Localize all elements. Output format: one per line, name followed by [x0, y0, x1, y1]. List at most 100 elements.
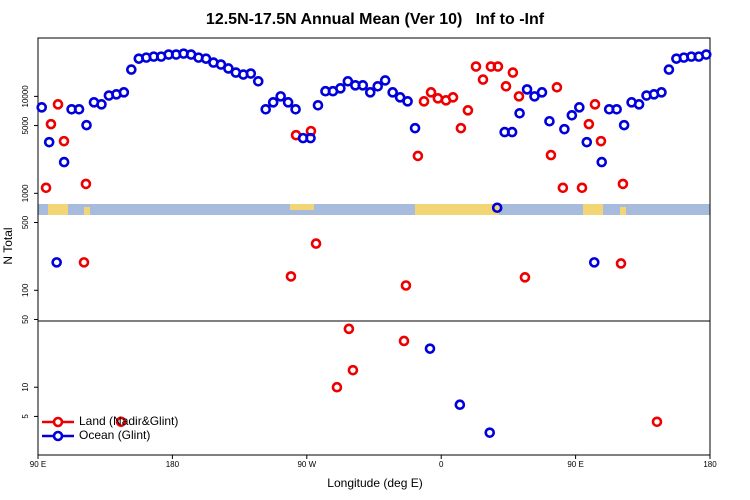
point [588, 257, 600, 268]
point [581, 136, 593, 148]
point [513, 91, 525, 102]
y-tick-label: 5000 [21, 116, 30, 134]
point [115, 416, 127, 428]
point [617, 178, 629, 190]
y-tick-label: 100 [21, 283, 30, 297]
point [595, 135, 607, 147]
point [80, 178, 92, 190]
x-axis-label: Longitude (deg E) [327, 476, 422, 490]
point [447, 92, 459, 103]
point [557, 182, 569, 194]
point [347, 364, 359, 376]
point [51, 257, 62, 268]
point [331, 381, 343, 393]
point [335, 83, 346, 94]
point [96, 99, 107, 110]
y-tick-label: 5 [21, 414, 30, 419]
point [507, 67, 519, 78]
point [455, 122, 467, 134]
point [596, 156, 608, 168]
point [58, 135, 70, 147]
legend-marker [52, 416, 64, 428]
point [43, 136, 55, 148]
x-tick-label: 0 [439, 460, 444, 469]
y-tick-label: 10 [21, 382, 30, 391]
point [282, 97, 294, 108]
point [52, 99, 64, 110]
legend-marker [52, 430, 64, 442]
point [409, 122, 421, 134]
point [576, 182, 588, 194]
point [245, 68, 257, 79]
point [424, 343, 436, 354]
point [545, 149, 557, 161]
point [611, 103, 622, 115]
point [477, 74, 489, 85]
point [618, 119, 630, 131]
point [342, 76, 354, 87]
point [260, 103, 272, 115]
y-tick-label: 50 [21, 314, 30, 323]
point [500, 81, 512, 92]
point [700, 49, 712, 60]
plot-frame [37, 37, 711, 456]
point [312, 99, 324, 111]
point [559, 123, 570, 135]
y-tick-label: 1000 [21, 184, 30, 202]
point [252, 76, 264, 87]
y-tick-label: 10000 [21, 85, 30, 108]
x-tick-label: 90 E [30, 460, 46, 469]
point [529, 91, 540, 102]
point [551, 82, 563, 93]
point [40, 182, 52, 194]
x-tick-label: 90 W [297, 460, 316, 469]
point [402, 96, 413, 107]
point [343, 323, 355, 335]
chart-title: 12.5N-17.5N Annual Mean (Ver 10) Inf to … [206, 11, 545, 28]
x-tick-label: 90 E [567, 460, 583, 469]
point [73, 103, 85, 115]
point [275, 91, 286, 102]
point [470, 61, 482, 72]
point [310, 238, 322, 249]
point [656, 87, 667, 98]
point [364, 87, 376, 98]
point [566, 109, 578, 121]
point [432, 93, 444, 104]
y-tick-label: 500 [21, 215, 30, 229]
point [544, 115, 555, 127]
point [223, 63, 234, 74]
x-tick-label: 180 [703, 460, 717, 469]
point [521, 84, 533, 95]
point [454, 399, 466, 411]
point [357, 80, 369, 91]
point [425, 87, 437, 98]
point [398, 335, 410, 347]
point [400, 280, 412, 291]
point [491, 202, 503, 214]
point [506, 126, 518, 138]
legend-label: Land (Nadir&Glint) [79, 414, 178, 428]
point [379, 75, 391, 86]
point [45, 118, 57, 130]
point [615, 258, 627, 269]
point [514, 107, 525, 119]
point [663, 64, 675, 75]
point [372, 81, 384, 92]
point [126, 64, 137, 75]
point [290, 103, 301, 115]
point [36, 102, 48, 113]
point [462, 105, 474, 116]
point [387, 87, 398, 98]
point [519, 272, 531, 283]
point [651, 416, 663, 428]
point [492, 61, 504, 72]
point [536, 87, 548, 98]
point [78, 257, 90, 268]
point [633, 99, 645, 110]
point [589, 99, 601, 110]
legend-label: Ocean (Glint) [79, 428, 150, 442]
point [81, 119, 92, 131]
point [305, 132, 316, 144]
